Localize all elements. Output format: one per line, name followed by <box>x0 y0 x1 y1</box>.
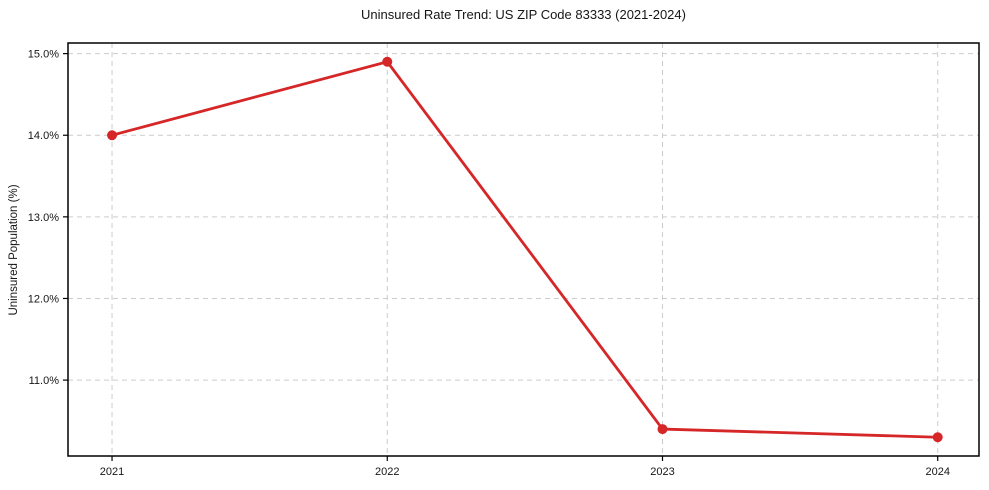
x-tick-label: 2022 <box>375 466 399 478</box>
chart-title: Uninsured Rate Trend: US ZIP Code 83333 … <box>361 7 686 22</box>
data-point-2023 <box>657 424 668 435</box>
y-tick-label: 15.0% <box>28 49 59 61</box>
y-tick-label: 14.0% <box>28 130 59 142</box>
y-tick-label: 12.0% <box>28 293 59 305</box>
y-tick-label: 13.0% <box>28 212 59 224</box>
plot-frame <box>67 42 980 457</box>
y-tick-label: 11.0% <box>29 375 60 387</box>
data-point-2021 <box>107 130 118 141</box>
x-tick-label: 2024 <box>925 466 949 478</box>
data-point-2022 <box>382 56 393 67</box>
x-tick-label: 2021 <box>100 466 124 478</box>
x-tick-label: 2023 <box>650 466 674 478</box>
data-point-2024 <box>932 432 943 443</box>
trend-line <box>110 60 940 439</box>
